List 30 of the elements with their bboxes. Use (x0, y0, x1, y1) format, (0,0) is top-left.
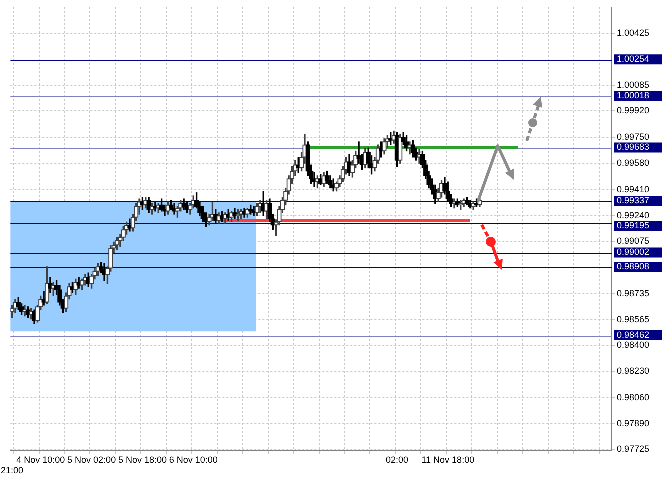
x-tick-label: 5 Nov 18:00 (118, 454, 167, 465)
y-tick-label: 0.98735 (617, 288, 650, 298)
y-tick-label: 1.00425 (617, 28, 650, 38)
y-tick-label: 0.99750 (617, 132, 650, 142)
x-tick-label: 6 Nov 10:00 (169, 454, 218, 465)
x-tick-label: 02:00 (386, 454, 409, 465)
ref-line-label: 0.99337 (617, 196, 650, 206)
ref-line-label: 0.99002 (617, 247, 650, 258)
y-tick-label: 0.97890 (617, 418, 650, 429)
x-tick-label: 5 Nov 02:00 (68, 454, 116, 465)
ref-line-label: 0.99683 (617, 142, 650, 152)
ref-line-label: 1.00018 (617, 90, 650, 101)
x-tick-label: 11 Nov 18:00 (422, 454, 475, 465)
ref-line-label: 0.98462 (617, 330, 650, 340)
y-tick-label: 0.99580 (617, 158, 650, 168)
y-tick-label: 0.99410 (617, 184, 650, 194)
y-tick-label: 0.97725 (617, 444, 650, 454)
y-tick-label: 0.99240 (617, 210, 650, 220)
x-tick-label: 4 Nov 10:00 (16, 454, 66, 465)
ref-line-label: 1.00254 (617, 54, 650, 64)
y-tick-label: 0.99920 (617, 106, 650, 116)
y-tick-label: 0.98400 (617, 340, 650, 350)
x-tick-label: 21:00 (0, 466, 24, 476)
y-tick-label: 0.98565 (617, 314, 650, 325)
y-tick-label: 1.00085 (617, 80, 650, 90)
y-tick-label: 0.98060 (617, 392, 650, 402)
ref-line-label: 0.99195 (617, 220, 650, 230)
y-tick-label: 0.98230 (617, 366, 650, 376)
y-tick-label: 0.99075 (617, 236, 650, 246)
ref-line-label: 0.98908 (617, 262, 650, 272)
